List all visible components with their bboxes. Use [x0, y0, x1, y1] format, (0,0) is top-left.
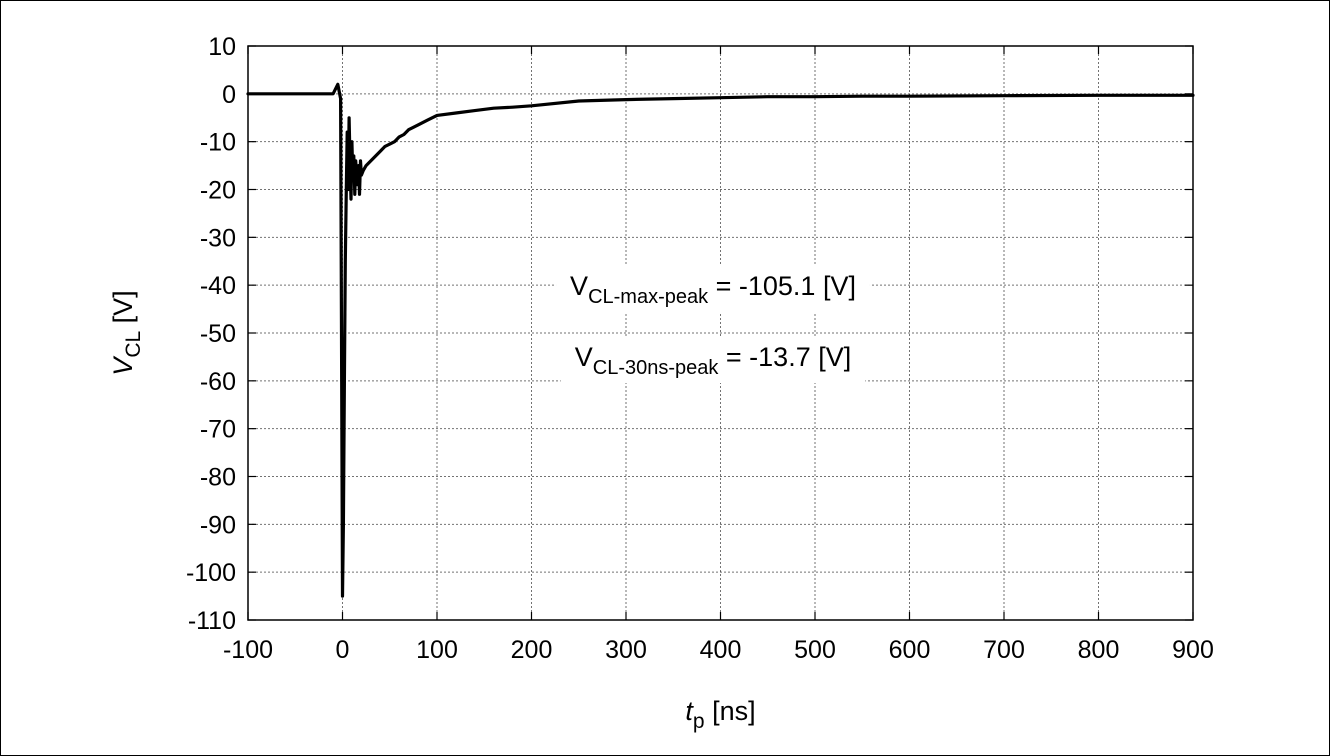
x-tick-label: 300	[605, 636, 647, 664]
y-tick-label: -10	[200, 129, 236, 157]
x-tick-label: 500	[794, 636, 836, 664]
series-layer	[246, 82, 1195, 598]
annotation-max-peak: VCL-max-peak = -105.1 [V]	[570, 271, 856, 308]
x-tick-label: 100	[416, 636, 458, 664]
y-axis-label-unit: [V]	[108, 290, 138, 331]
x-axis-label-unit: [ns]	[705, 696, 756, 726]
y-tick-label: -30	[200, 224, 236, 252]
x-tick-label: 700	[983, 636, 1025, 664]
y-tick-label: -90	[200, 511, 236, 539]
x-tick-label: 400	[700, 636, 742, 664]
y-tick-label: 10	[208, 33, 236, 61]
annotation-30ns-peak-main: V	[575, 342, 593, 372]
x-tick-label: 0	[336, 636, 350, 664]
annotation-max-peak-main: V	[570, 271, 588, 301]
series-line	[246, 82, 1195, 598]
y-tick-label: 0	[222, 81, 236, 109]
y-axis-label: VCL [V]	[108, 290, 145, 375]
y-tick-label: -80	[200, 464, 236, 492]
y-axis-label-main: V	[108, 355, 138, 376]
grid-layer	[248, 46, 1193, 620]
x-tick-label: 200	[511, 636, 553, 664]
annotation-30ns-peak-value: = -13.7 [V]	[718, 342, 851, 372]
x-axis-label-sub: p	[693, 710, 705, 733]
x-tick-label: 600	[889, 636, 931, 664]
annotation-30ns-peak-sub: CL-30ns-peak	[593, 357, 720, 379]
annotation-max-peak-value: = -105.1 [V]	[708, 271, 856, 301]
tick-layer: -100 0 100 200 300 400 500 600 700 800 900100-10-2…	[186, 33, 1214, 664]
annotation-background	[560, 336, 866, 383]
x-axis-label: tp [ns]	[685, 696, 755, 733]
x-tick-label: 900	[1172, 636, 1214, 664]
y-tick-label: -100	[186, 559, 236, 587]
y-tick-label: -40	[200, 272, 236, 300]
y-tick-label: -110	[188, 607, 236, 635]
y-tick-label: -70	[200, 416, 236, 444]
y-tick-label: -20	[200, 177, 236, 205]
x-tick-label: -100	[223, 636, 273, 664]
y-tick-label: -60	[200, 368, 236, 396]
annotation-max-peak-sub: CL-max-peak	[588, 286, 709, 308]
annotation-background	[556, 265, 870, 312]
y-tick-label: -50	[200, 320, 236, 348]
annotation-30ns-peak: VCL-30ns-peak = -13.7 [V]	[575, 342, 851, 379]
y-axis-label-sub: CL	[122, 331, 145, 358]
x-tick-label: 800	[1078, 636, 1120, 664]
x-axis-label-main: t	[685, 696, 694, 726]
